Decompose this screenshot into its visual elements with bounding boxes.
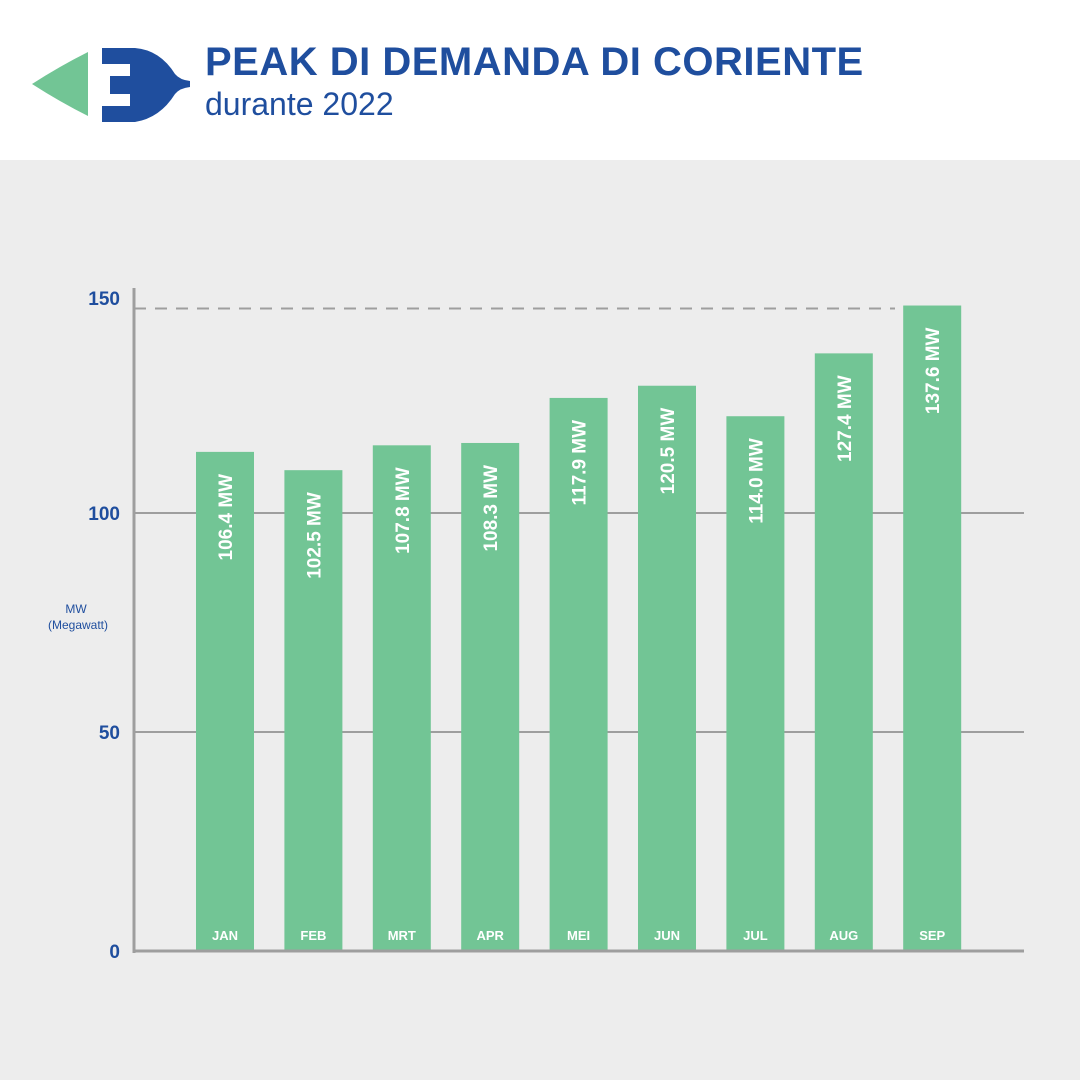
y-tick-label: 150: [88, 289, 120, 310]
x-tick-label: SEP: [919, 928, 945, 943]
bar-value-label: 137.6 MW: [923, 327, 944, 414]
x-tick-label: MEI: [567, 928, 590, 943]
bar-jun: [638, 385, 696, 951]
header: PEAK DI DEMANDA DI CORIENTE durante 2022: [0, 0, 1080, 160]
bar-mei: [549, 397, 608, 951]
x-tick-label: AUG: [829, 928, 858, 943]
bar-value-label: 117.9 MW: [570, 420, 591, 506]
y-axis-label-name: (Megawatt): [48, 618, 108, 632]
y-tick-label: 0: [109, 942, 120, 963]
bar-value-label: 106.4 MW: [216, 474, 237, 561]
bar-jul: [726, 416, 785, 951]
y-tick-label: 100: [88, 504, 120, 525]
page-title: PEAK DI DEMANDA DI CORIENTE: [205, 40, 864, 84]
bar-chart: 106.4 MW JAN 102.5 MW FEB 107.8 MW MRT 108.3 M…: [48, 288, 1024, 963]
x-tick-label: JAN: [212, 928, 238, 943]
bar-value-label: 108.3 MW: [481, 465, 502, 552]
bar-value-label: 120.5 MW: [658, 408, 679, 495]
x-tick-label: APR: [476, 928, 504, 943]
bar-feb: [284, 470, 343, 951]
axes: 0 50 100 150: [88, 288, 1024, 963]
x-tick-label: MRT: [388, 928, 416, 943]
bar-aug: [814, 353, 873, 951]
page-subtitle: durante 2022: [205, 86, 394, 122]
y-axis-label-unit: MW: [65, 602, 87, 616]
y-tick-label: 50: [99, 723, 120, 744]
bars: 106.4 MW JAN 102.5 MW FEB 107.8 MW MRT 108.3 M…: [196, 305, 962, 952]
bar-value-label: 102.5 MW: [304, 492, 325, 579]
bar-mrt: [372, 445, 431, 951]
plug-arrow-icon: [32, 48, 190, 122]
x-tick-label: JUL: [743, 928, 768, 943]
x-tick-label: JUN: [654, 928, 680, 943]
bar-sep: [903, 305, 962, 952]
bar-value-label: 127.4 MW: [835, 375, 856, 462]
bar-jan: [196, 451, 254, 951]
bar-apr: [461, 442, 520, 951]
x-tick-label: FEB: [300, 928, 326, 943]
bar-value-label: 114.0 MW: [746, 438, 767, 524]
bar-value-label: 107.8 MW: [393, 467, 414, 554]
